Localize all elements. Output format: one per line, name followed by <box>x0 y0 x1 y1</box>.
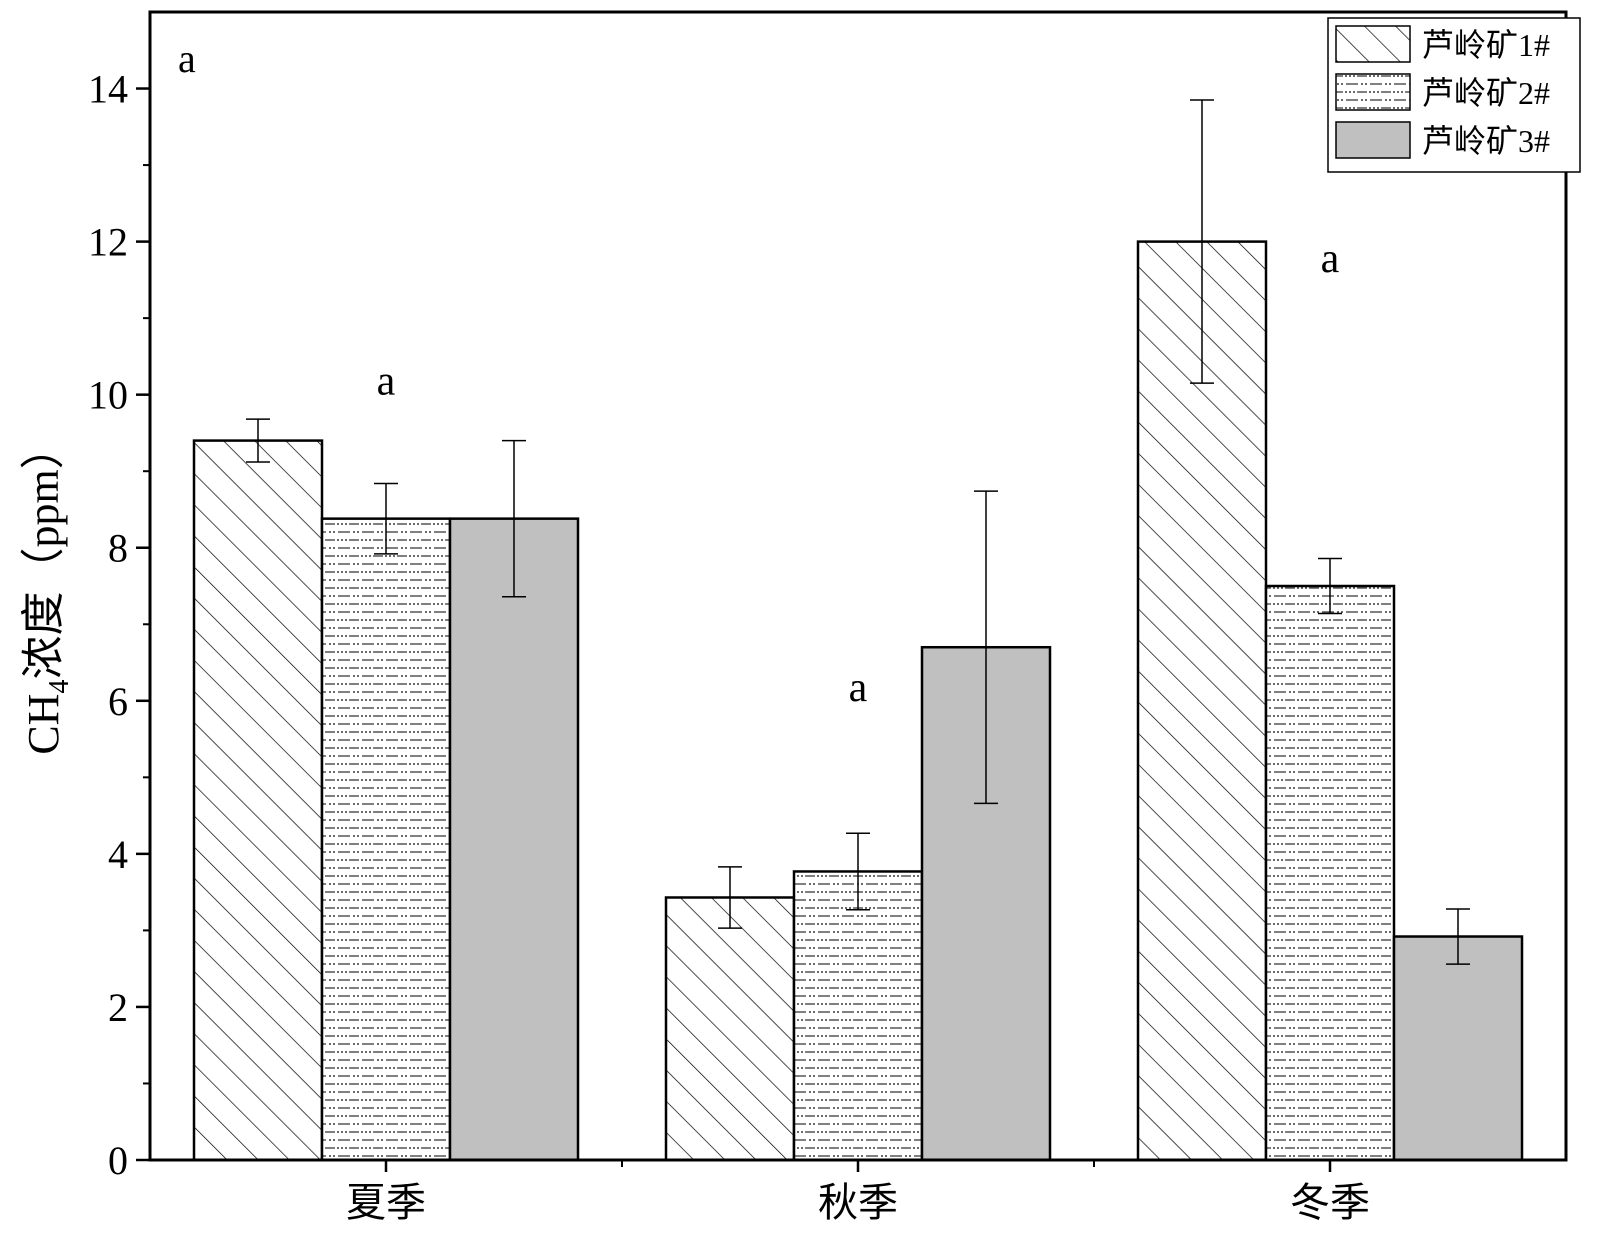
bar-s3-c3 <box>1392 935 1524 1162</box>
legend-label-2: 芦岭矿2# <box>1422 75 1550 111</box>
bar-s2-c1 <box>320 517 452 1162</box>
bar-s1-c2 <box>664 896 796 1162</box>
x-tick-label: 夏季 <box>346 1180 426 1225</box>
bar-s1-c1 <box>192 439 324 1162</box>
error-bar-s1-c1 <box>246 418 270 463</box>
y-axis-title-rest: 浓度（ppm） <box>19 425 68 679</box>
bars-layer <box>192 240 1524 1162</box>
error-bar-s2-c3 <box>1318 557 1342 615</box>
axes-layer: 0 2 4 6 8 10 12 14 夏季 秋季 冬季 <box>88 67 1370 1225</box>
significance-labels-layer: a a a <box>377 236 1340 711</box>
legend-swatch-2 <box>1335 73 1411 111</box>
significance-label-c3: a <box>1321 236 1340 282</box>
y-tick-label: 6 <box>108 679 128 724</box>
y-tick-label: 14 <box>88 67 128 112</box>
x-tick-label: 冬季 <box>1290 1180 1370 1225</box>
error-bar-s3-c1 <box>502 439 526 598</box>
legend-swatch-3 <box>1335 121 1411 159</box>
y-tick-label: 8 <box>108 526 128 571</box>
y-tick-label: 10 <box>88 373 128 418</box>
y-tick-label: 2 <box>108 985 128 1030</box>
bar-s2-c3 <box>1264 584 1396 1162</box>
y-tick-label: 0 <box>108 1138 128 1183</box>
error-bar-s1-c2 <box>718 866 742 929</box>
y-axis-title-main: CH <box>19 694 68 755</box>
legend-swatch-1 <box>1335 25 1411 63</box>
bar-s3-c1 <box>448 517 580 1162</box>
error-bars-layer <box>246 99 1470 965</box>
error-bar-s1-c3 <box>1190 99 1214 384</box>
error-bar-s2-c1 <box>374 482 398 555</box>
significance-label-c1: a <box>377 359 396 405</box>
error-bar-s3-c3 <box>1446 908 1470 965</box>
legend-label-1: 芦岭矿1# <box>1422 27 1550 63</box>
error-bar-s2-c2 <box>846 832 870 911</box>
x-tick-label: 秋季 <box>818 1180 898 1225</box>
significance-label-c2: a <box>849 665 868 711</box>
y-axis-title: CH4浓度（ppm） <box>19 425 75 754</box>
panel-label: a <box>178 36 196 81</box>
legend-label-3: 芦岭矿3# <box>1422 123 1550 159</box>
error-bar-s3-c2 <box>974 490 998 805</box>
y-tick-label: 12 <box>88 220 128 265</box>
legend: 芦岭矿1# 芦岭矿2# 芦岭矿3# <box>1327 17 1581 173</box>
bar-s2-c2 <box>792 870 924 1162</box>
y-tick-label: 4 <box>108 832 128 877</box>
y-axis-title-subscript: 4 <box>44 680 75 694</box>
